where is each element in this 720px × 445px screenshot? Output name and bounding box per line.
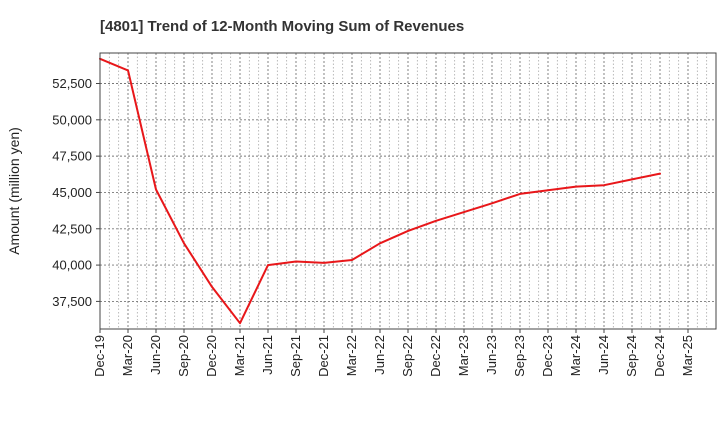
x-tick-label: Mar-20	[120, 335, 135, 376]
data-point	[434, 219, 438, 223]
y-tick-label: 52,500	[52, 76, 92, 91]
data-point	[630, 177, 634, 181]
y-tick-label: 45,000	[52, 185, 92, 200]
x-tick-label: Dec-22	[428, 335, 443, 377]
data-point	[658, 171, 662, 175]
y-tick-label: 50,000	[52, 112, 92, 127]
x-tick-label: Dec-24	[652, 335, 667, 377]
x-tick-label: Sep-23	[512, 335, 527, 377]
x-tick-label: Sep-20	[176, 335, 191, 377]
x-axis-ticks: Dec-19 Mar-20 Jun-20 Sep-20 Dec-20 Mar-21 Jun-…	[92, 329, 695, 377]
x-tick-label: Dec-21	[316, 335, 331, 377]
series-line	[99, 57, 661, 325]
data-point	[266, 263, 270, 267]
x-tick-label: Jun-24	[596, 335, 611, 375]
chart-title: [4801] Trend of 12-Month Moving Sum of R…	[100, 18, 464, 35]
data-point	[126, 68, 130, 72]
x-tick-label: Dec-20	[204, 335, 219, 377]
y-tick-label: 42,500	[52, 221, 92, 236]
data-point	[350, 258, 354, 262]
x-tick-label: Jun-22	[372, 335, 387, 375]
data-point	[490, 201, 494, 205]
data-point	[406, 229, 410, 233]
data-point	[378, 241, 382, 245]
x-tick-label: Jun-20	[148, 335, 163, 375]
y-axis-ticks: 37,500 40,000 42,500 45,000 47,500 50,000 52,5…	[52, 76, 100, 309]
x-tick-label: Dec-19	[92, 335, 107, 377]
data-point	[294, 259, 298, 263]
data-point	[602, 183, 606, 187]
x-tick-label: Jun-21	[260, 335, 275, 375]
series-layer	[99, 57, 662, 325]
data-point	[462, 210, 466, 214]
x-tick-label: Dec-23	[540, 335, 555, 377]
y-tick-label: 47,500	[52, 149, 92, 164]
x-tick-label: Sep-24	[624, 335, 639, 377]
data-point	[210, 285, 214, 289]
data-point	[238, 321, 242, 325]
data-point	[182, 241, 186, 245]
data-point	[546, 188, 550, 192]
x-tick-label: Mar-21	[232, 335, 247, 376]
x-tick-label: Mar-22	[344, 335, 359, 376]
x-tick-label: Mar-25	[680, 335, 695, 376]
data-point	[574, 184, 578, 188]
y-tick-label: 40,000	[52, 258, 92, 273]
y-axis-label: Amount (million yen)	[6, 127, 22, 255]
data-point	[154, 187, 158, 191]
x-tick-label: Mar-23	[456, 335, 471, 376]
x-tick-label: Sep-21	[288, 335, 303, 377]
grid	[100, 53, 716, 329]
x-tick-label: Jun-23	[484, 335, 499, 375]
x-tick-label: Mar-24	[568, 335, 583, 376]
data-point	[322, 261, 326, 265]
x-tick-label: Sep-22	[400, 335, 415, 377]
data-point	[518, 192, 522, 196]
y-tick-label: 37,500	[52, 294, 92, 309]
